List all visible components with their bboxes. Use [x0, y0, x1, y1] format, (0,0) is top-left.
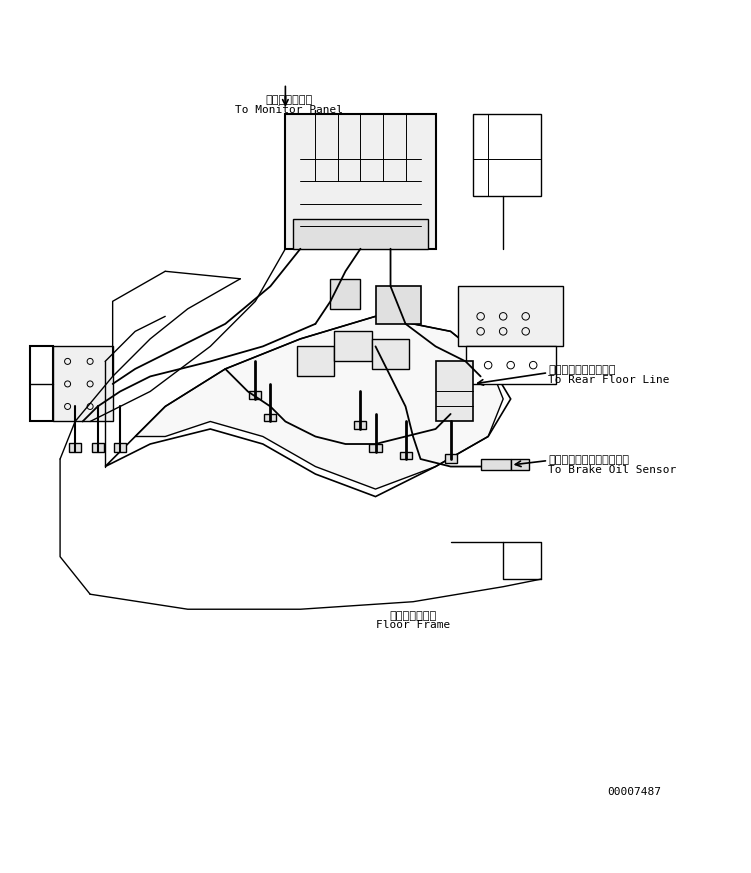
Bar — [334, 332, 372, 361]
Bar — [249, 391, 261, 399]
Text: To Monitor Panel: To Monitor Panel — [235, 105, 343, 114]
Bar — [376, 286, 421, 324]
Bar — [511, 459, 529, 471]
Text: リヤーフロアラインへ: リヤーフロアラインへ — [548, 365, 616, 375]
Bar — [436, 361, 473, 422]
Text: ブレーキオイルセンサーへ: ブレーキオイルセンサーへ — [548, 456, 629, 465]
Polygon shape — [135, 316, 503, 489]
Bar — [330, 278, 360, 309]
Bar — [354, 422, 366, 429]
Bar — [400, 451, 412, 459]
Bar — [297, 347, 334, 376]
Bar — [466, 347, 556, 384]
Bar — [69, 443, 81, 451]
Bar — [264, 414, 276, 422]
Text: Floor Frame: Floor Frame — [376, 621, 450, 630]
Bar — [293, 219, 428, 249]
Bar — [481, 459, 511, 471]
Text: To Brake Oil Sensor: To Brake Oil Sensor — [548, 465, 677, 475]
Polygon shape — [285, 113, 436, 249]
Text: 00007487: 00007487 — [607, 787, 661, 797]
Bar — [445, 454, 457, 463]
Text: フロアフレーム: フロアフレーム — [390, 611, 436, 621]
Bar — [458, 286, 563, 347]
Bar — [53, 347, 113, 422]
Bar — [369, 444, 382, 451]
Text: モニタパネルへ: モニタパネルへ — [266, 95, 312, 105]
Bar — [114, 443, 126, 451]
Bar — [92, 443, 104, 451]
Bar — [372, 339, 409, 369]
Text: To Rear Floor Line: To Rear Floor Line — [548, 375, 670, 385]
